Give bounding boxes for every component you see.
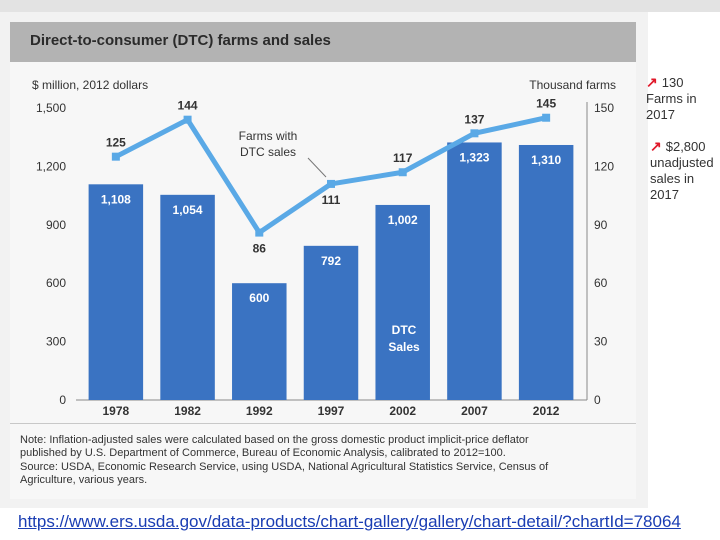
left-tick-label: 1,200 <box>36 159 66 173</box>
bar-value-label: 1,054 <box>173 203 203 217</box>
farms-value-label: 137 <box>464 112 484 126</box>
farms-point-1978 <box>111 152 120 161</box>
bar-value-label: 792 <box>321 254 341 268</box>
farms-point-2002 <box>398 168 407 177</box>
farms-value-label: 144 <box>178 99 198 113</box>
x-tick-label: 1997 <box>318 404 345 418</box>
bar-value-label: 600 <box>249 291 269 305</box>
source-link[interactable]: https://www.ers.usda.gov/data-products/c… <box>18 512 681 531</box>
bar-value-label: 1,323 <box>459 150 489 164</box>
left-tick-label: 0 <box>59 393 66 407</box>
divider-above-note <box>10 423 636 424</box>
chart-title: Direct-to-consumer (DTC) farms and sales <box>30 32 331 49</box>
side-note-text: $2,800 unadjusted sales in 2017 <box>650 139 714 202</box>
line-annotation-pointer <box>307 157 327 178</box>
top-band <box>0 0 720 12</box>
line-annotation-line1: Farms with <box>239 129 298 143</box>
farms-point-1992 <box>255 228 264 237</box>
right-tick-label: 30 <box>594 335 608 349</box>
note-line: published by U.S. Department of Commerce… <box>20 447 506 460</box>
bar-1997 <box>303 245 359 400</box>
x-tick-label: 1982 <box>174 404 201 418</box>
chart-note: Note: Inflation-adjusted sales were calc… <box>20 434 630 488</box>
right-tick-label: 90 <box>594 218 608 232</box>
left-tick-label: 1,500 <box>36 101 66 115</box>
bar-1982 <box>160 194 215 400</box>
chart-header: Direct-to-consumer (DTC) farms and sales <box>10 22 636 62</box>
left-tick-label: 600 <box>46 276 66 290</box>
farms-value-label: 125 <box>106 136 126 150</box>
bar-2007 <box>447 142 502 400</box>
note-line: Note: Inflation-adjusted sales were calc… <box>20 434 529 446</box>
arrow-up-right-icon: ↗ <box>646 74 658 90</box>
bar-2002 <box>375 204 430 400</box>
farms-point-1997 <box>327 179 335 188</box>
bar-2012 <box>518 144 574 400</box>
farms-value-label: 117 <box>393 151 413 165</box>
bar-1992 <box>232 283 287 400</box>
arrow-up-right-icon: ↗ <box>650 138 662 154</box>
bar-value-label: 1,108 <box>101 192 131 206</box>
farms-point-2007 <box>470 129 479 138</box>
note-line: Agriculture, various years. <box>20 474 148 487</box>
side-note-sales: ↗ $2,800 unadjusted sales in 2017 <box>650 138 718 203</box>
left-tick-label: 900 <box>46 218 66 232</box>
farms-value-label: 86 <box>253 242 267 256</box>
bar-annotation-line2: Sales <box>388 340 420 354</box>
right-tick-label: 60 <box>594 276 608 290</box>
side-note-text: 130 Farms in 2017 <box>646 75 697 122</box>
x-tick-label: 1992 <box>246 404 273 418</box>
x-tick-label: 1978 <box>103 404 130 418</box>
left-axis-label: $ million, 2012 dollars <box>32 78 148 92</box>
note-line: Source: USDA, Economic Research Service,… <box>20 460 549 473</box>
right-axis-label: Thousand farms <box>529 78 616 92</box>
x-tick-label: 2012 <box>533 404 560 418</box>
left-tick-label: 300 <box>46 335 66 349</box>
side-note-farms: ↗ 130 Farms in 2017 <box>646 74 710 123</box>
farms-point-2012 <box>542 113 551 122</box>
bar-1978 <box>88 184 144 400</box>
bar-value-label: 1,002 <box>388 213 418 227</box>
right-tick-label: 0 <box>594 393 601 407</box>
bar-value-label: 1,310 <box>531 153 561 167</box>
bar-annotation-line1: DTC <box>392 323 417 337</box>
farms-value-label: 145 <box>536 97 556 111</box>
x-tick-label: 2002 <box>389 404 416 418</box>
x-tick-label: 2007 <box>461 404 488 418</box>
right-tick-label: 150 <box>594 101 614 115</box>
right-tick-label: 120 <box>594 159 614 173</box>
farms-value-label: 111 <box>322 193 341 207</box>
farms-point-1982 <box>183 115 192 124</box>
line-annotation-line2: DTC sales <box>240 145 296 159</box>
